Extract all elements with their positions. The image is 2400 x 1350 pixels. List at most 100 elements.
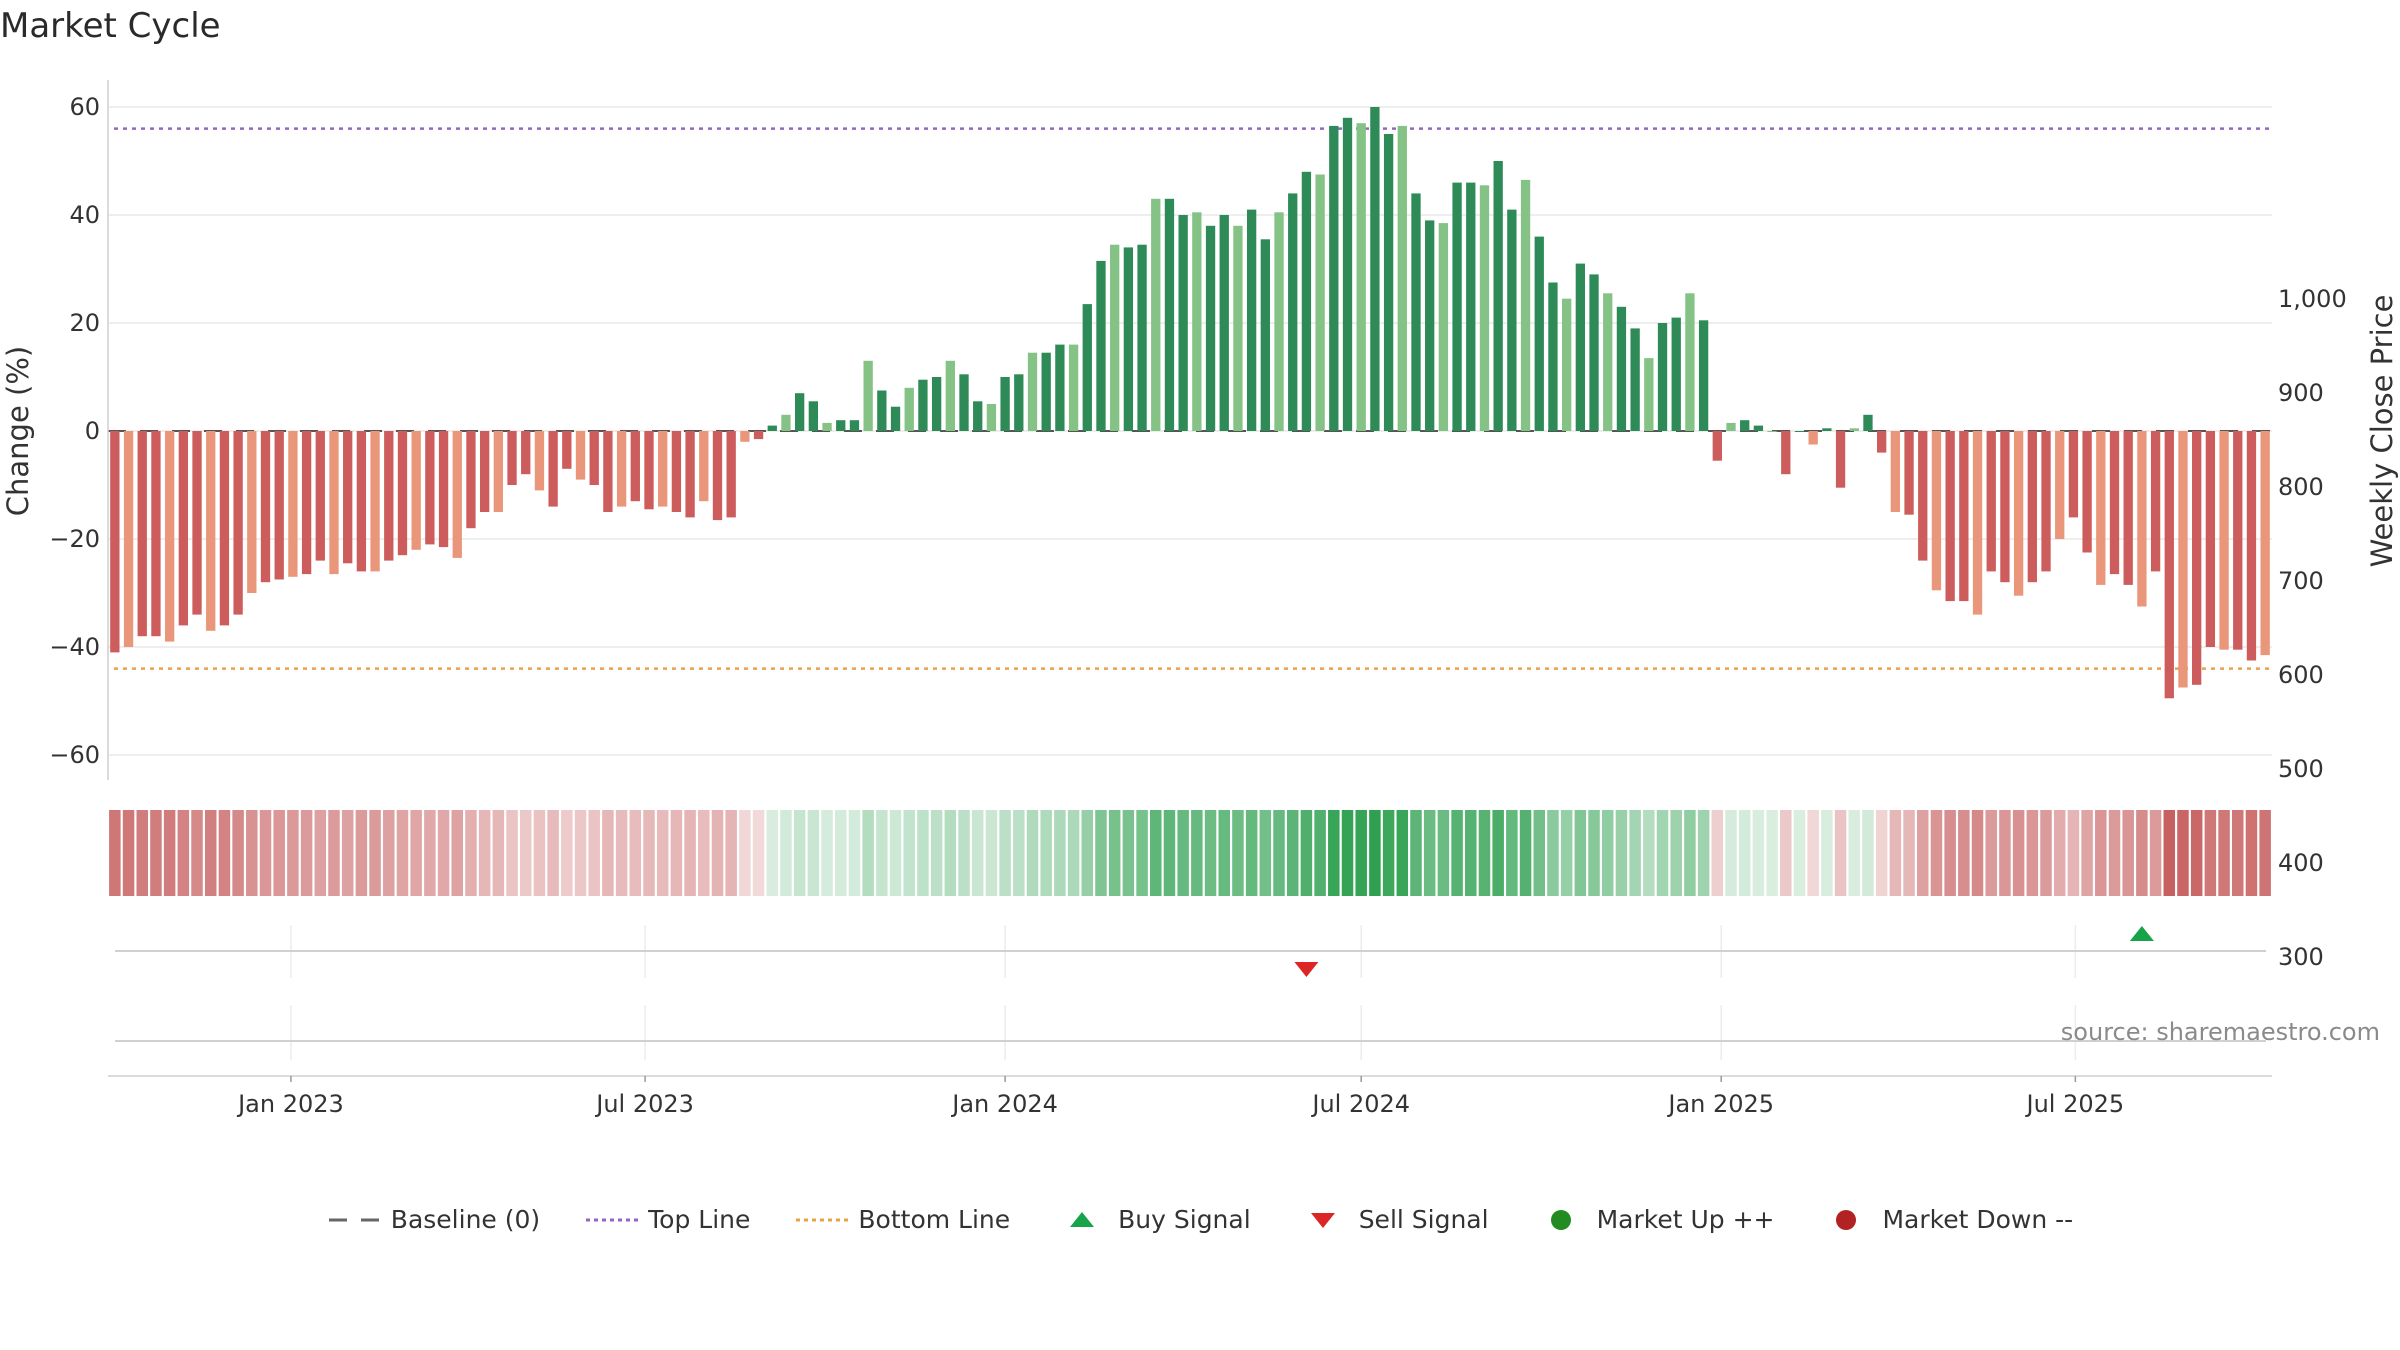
bar [1534, 236, 1544, 431]
bar [644, 431, 654, 510]
bar [521, 431, 531, 475]
heat-cell [602, 810, 614, 896]
bar [1589, 274, 1599, 431]
heat-cell [1204, 810, 1217, 896]
bar [2192, 431, 2202, 685]
bar [630, 431, 640, 502]
bar [1000, 377, 1010, 431]
heat-cell [465, 810, 477, 896]
bar [1274, 212, 1284, 431]
bar [1356, 123, 1366, 431]
bar [164, 431, 175, 642]
heat-cell [684, 810, 696, 896]
y2-tick-label: 400 [2278, 849, 2324, 877]
bar [699, 431, 709, 502]
source-credit: source: sharemaestro.com [2061, 1018, 2380, 1046]
bar [1575, 263, 1585, 431]
bar [1726, 422, 1736, 431]
heat-cell [369, 810, 381, 896]
heat-cell [1369, 810, 1381, 896]
heat-cell [780, 810, 792, 896]
bar [1219, 215, 1229, 431]
heat-cell [328, 810, 340, 896]
bar [206, 431, 216, 631]
bar [2150, 431, 2161, 572]
bar [1890, 431, 1901, 512]
bar [2219, 431, 2229, 650]
axes: 60 40 20 0 −20 −40 −60 1,000 900 800 700 600 500 400 3… [49, 80, 2347, 1118]
y2-tick-label: 800 [2278, 473, 2324, 501]
heat-cell [862, 810, 874, 896]
heat-cell [122, 810, 135, 896]
heat-cell [1396, 810, 1409, 896]
heat-cell [451, 810, 464, 896]
heat-cell [985, 810, 998, 896]
heat-cell [1533, 810, 1546, 896]
heat-cell [643, 810, 655, 896]
heat-cell [2012, 810, 2025, 896]
legend-label: Market Down -- [1882, 1205, 2074, 1234]
heat-cell [1259, 810, 1272, 896]
heat-cell [1601, 810, 1614, 896]
heat-cell [300, 810, 313, 896]
sell-signal-marker [1294, 962, 1319, 977]
heat-cell [232, 810, 244, 896]
bar [1151, 198, 1161, 431]
y2-tick-label: 500 [2278, 755, 2324, 783]
heat-cell [2163, 810, 2176, 896]
heat-cell [163, 810, 176, 896]
triangle-up-green-icon [1054, 1207, 1110, 1233]
bar [1904, 431, 1914, 515]
heat-cell [1670, 810, 1682, 896]
bar [575, 431, 586, 480]
bar [2233, 431, 2243, 650]
heat-cell [1218, 810, 1230, 896]
heat-cell [1944, 810, 1956, 896]
heat-cell [424, 810, 436, 896]
x-tick-label: Jan 2023 [236, 1090, 344, 1118]
bar [1192, 212, 1202, 431]
bar [534, 431, 545, 491]
bar [1931, 431, 1942, 591]
bar [1616, 306, 1627, 431]
heat-cell [1232, 810, 1244, 896]
heat-cell [341, 810, 354, 896]
bar [808, 401, 819, 431]
heat-cell [944, 810, 957, 896]
dotted-orange-line-icon [794, 1207, 850, 1233]
bar [137, 431, 147, 637]
bar [863, 360, 873, 431]
bar [2013, 431, 2024, 596]
bar [1329, 125, 1339, 432]
heat-cell [670, 810, 683, 896]
bar [1479, 185, 1490, 431]
bar [548, 431, 558, 507]
heat-cell [615, 810, 628, 896]
heat-cell [1588, 810, 1600, 896]
bar [822, 422, 832, 431]
heat-cell [1341, 810, 1354, 896]
bar [151, 431, 161, 637]
bar [2164, 431, 2174, 699]
heat-cell [1054, 810, 1066, 896]
heat-cell [1834, 810, 1847, 896]
heat-cell [1985, 810, 1997, 896]
legend-label: Buy Signal [1118, 1205, 1251, 1234]
heat-cell [136, 810, 148, 896]
x-tick-label: Jan 2024 [950, 1090, 1058, 1118]
heat-cell [1081, 810, 1094, 896]
heat-cell [2067, 810, 2080, 896]
heat-cell [1150, 810, 1162, 896]
bar [2260, 431, 2270, 656]
heat-cell [1478, 810, 1491, 896]
bar [836, 420, 846, 431]
heat-cell [1245, 810, 1258, 896]
heat-cell [2108, 810, 2121, 896]
heat-cell [711, 810, 724, 896]
bar [753, 431, 764, 440]
bar [1630, 328, 1640, 431]
bar [1493, 161, 1503, 431]
y-tick-label: −20 [49, 525, 100, 553]
bar [1055, 344, 1065, 431]
bar [315, 431, 325, 561]
